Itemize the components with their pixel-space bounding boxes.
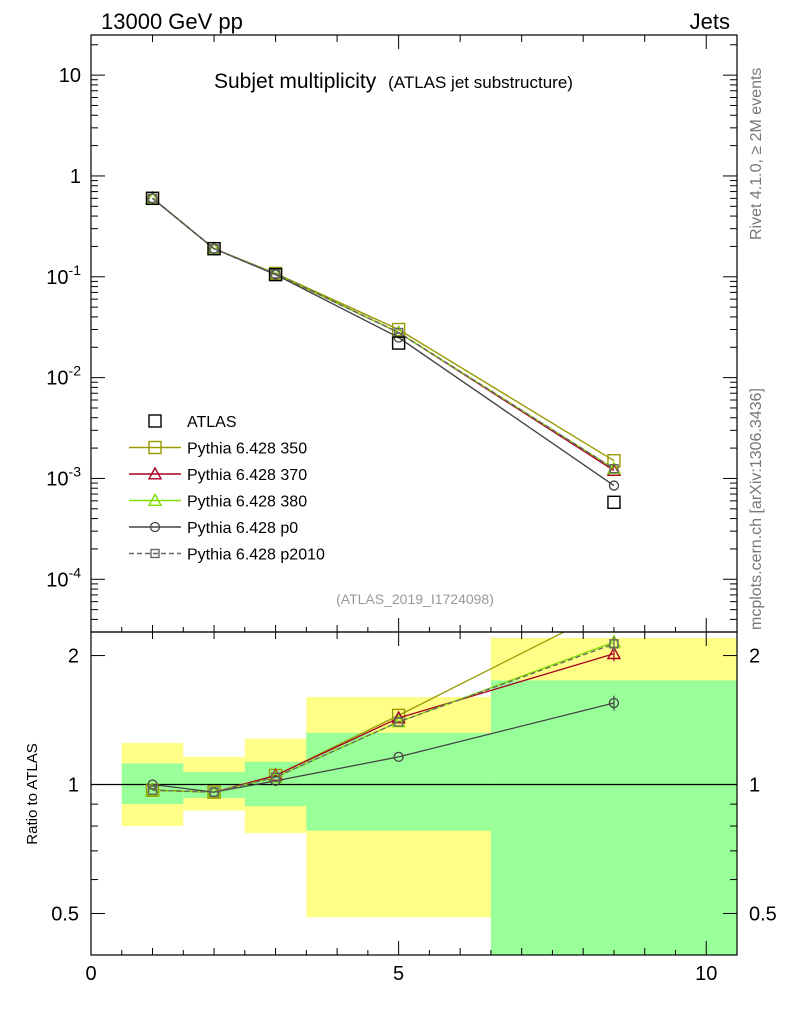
header-left: 13000 GeV pp	[101, 9, 243, 34]
series-point	[609, 463, 619, 474]
ratio-point	[391, 714, 406, 728]
legend-label: Pythia 6.428 370	[187, 467, 307, 484]
y-tick-label: 10	[59, 65, 81, 87]
data-point	[607, 495, 621, 510]
legend-label: Pythia 6.428 p2010	[187, 547, 325, 564]
y-tick-exp: -2	[69, 363, 82, 379]
main-frame	[90, 34, 738, 633]
chart-title: Subjet multiplicity (ATLAS jet substruct…	[214, 70, 573, 93]
x-tick-label: 5	[393, 963, 404, 985]
ratio-y-tick-label-right: 2	[749, 646, 760, 668]
x-tick-label: 10	[695, 963, 717, 985]
ratio-point	[393, 717, 404, 727]
y-tick-label: 10-3	[46, 463, 81, 490]
ratio-frame	[90, 631, 738, 956]
ratio-point	[147, 779, 158, 790]
y-tick-base: 10	[46, 368, 68, 390]
legend: ATLAS Pythia 6.428 350 Pythia 6.428 370 Pyt…	[129, 414, 325, 564]
y-tick-label: 1	[70, 166, 81, 188]
y-tick-label: 10-1	[46, 262, 81, 289]
chart-subtitle: (ATLAS jet substructure)	[388, 73, 573, 92]
main-series-group	[145, 190, 622, 491]
data-point	[268, 267, 283, 282]
series-line-3	[152, 197, 615, 487]
ratio-point	[147, 785, 158, 795]
legend-marker	[148, 414, 162, 428]
legend-marker	[148, 440, 162, 455]
series-point	[606, 463, 622, 476]
ratio-y-tick-label-right: 1	[749, 775, 760, 797]
series-point	[608, 480, 620, 491]
legend-label: Pythia 6.428 380	[187, 494, 307, 511]
ratio-y-tick-label: 0.5	[51, 903, 79, 925]
y-tick-exp: -4	[69, 564, 82, 580]
y-tick-label: 10-4	[46, 564, 81, 591]
y-tick-base: 10	[46, 267, 68, 289]
legend-label: Pythia 6.428 350	[187, 441, 307, 458]
x-tick-label: 0	[85, 963, 96, 985]
ratio-point	[145, 782, 160, 796]
ratio-y-tick-label: 2	[68, 646, 79, 668]
ratio-point	[393, 751, 404, 763]
series-point	[209, 243, 219, 254]
legend-label: ATLAS	[187, 414, 237, 431]
ratio-point	[270, 772, 281, 782]
y-tick-exp: -1	[69, 262, 82, 278]
ratio-series-group	[145, 632, 622, 799]
chart-title-main: Subjet multiplicity	[214, 70, 377, 93]
y-tick-label: 10-2	[46, 363, 81, 390]
y-tick-base: 10	[46, 569, 68, 591]
series-point	[606, 461, 622, 475]
ratio-point	[268, 769, 283, 783]
analysis-id: (ATLAS_2019_I1724098)	[336, 591, 494, 607]
data-point	[391, 336, 406, 350]
legend-label: Pythia 6.428 p0	[187, 520, 298, 537]
data-point	[145, 191, 160, 206]
ratio-y-tick-label-right: 0.5	[749, 903, 777, 925]
series-point	[270, 269, 281, 279]
ratio-band-inner	[490, 680, 737, 955]
mcplots-label: mcplots.cern.ch [arXiv:1306.3436]	[748, 388, 765, 630]
header-right: Jets	[690, 9, 730, 34]
series-line-4	[152, 197, 615, 470]
rivet-label: Rivet 4.1.0, ≥ 2M events	[748, 68, 765, 240]
legend-marker	[147, 493, 163, 506]
series-point	[607, 453, 621, 468]
y-tick-base: 10	[46, 468, 68, 490]
y-tick-exp: -3	[69, 463, 82, 479]
legend-marker	[149, 521, 161, 533]
ratio-line-4	[152, 643, 615, 793]
series-point	[147, 193, 158, 204]
ratio-point	[209, 787, 219, 797]
legend-marker	[147, 466, 163, 480]
legend-marker	[150, 548, 160, 559]
ratio-ylabel: Ratio to ATLAS	[24, 743, 41, 844]
data-point	[207, 241, 221, 256]
ratio-y-tick-label: 1	[68, 775, 79, 797]
